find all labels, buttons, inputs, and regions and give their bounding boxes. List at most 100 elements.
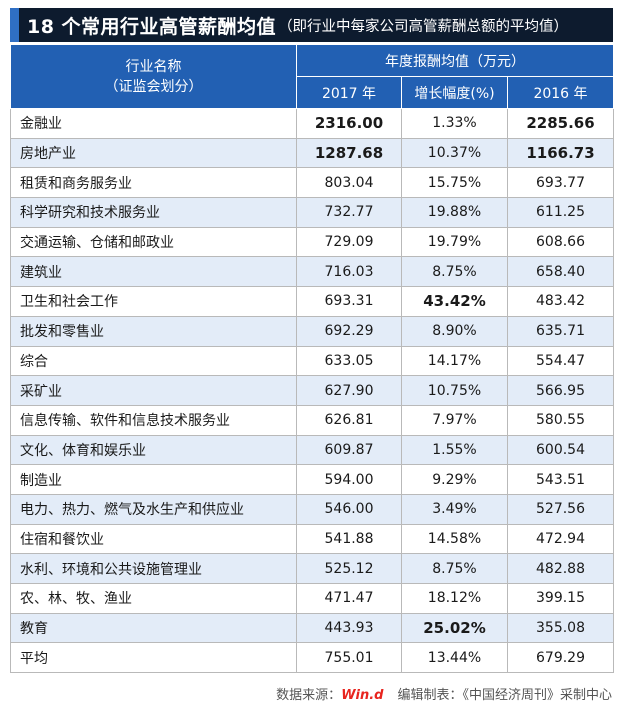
value-2016-cell: 483.42 [507, 286, 614, 317]
value-2017-cell: 633.05 [296, 345, 402, 377]
industry-name-cell: 建筑业 [10, 256, 297, 288]
table-row: 房地产业 1287.68 10.37% 1166.73 [10, 137, 614, 169]
wind-brand-logo: Win.d [341, 688, 384, 703]
col-growth-header: 增长幅度(%) [401, 76, 508, 109]
growth-cell: 1.33% [401, 108, 508, 139]
growth-cell: 15.75% [401, 167, 508, 199]
value-2017-cell: 546.00 [296, 493, 402, 525]
col-2016-header: 2016 年 [507, 76, 614, 109]
growth-cell: 7.97% [401, 404, 508, 436]
table-row: 批发和零售业 692.29 8.90% 635.71 [10, 315, 614, 347]
value-2017-cell: 525.12 [296, 553, 402, 584]
industry-name-header: 行业名称 （证监会划分） [10, 44, 297, 109]
salary-table: 行业名称 （证监会划分） 年度报酬均值（万元） 2017 年 增长幅度(%) 2… [10, 44, 614, 674]
value-2017-cell: 594.00 [296, 464, 402, 495]
industry-name-cell: 交通运输、仓储和邮政业 [10, 226, 297, 258]
table-row: 住宿和餐饮业 541.88 14.58% 472.94 [10, 523, 614, 555]
table-row: 金融业 2316.00 1.33% 2285.66 [10, 108, 614, 139]
growth-cell: 19.88% [401, 197, 508, 228]
value-2017-cell: 627.90 [296, 375, 402, 406]
value-2016-cell: 611.25 [507, 197, 614, 228]
value-2017-cell: 729.09 [296, 226, 402, 258]
table-row: 科学研究和技术服务业 732.77 19.88% 611.25 [10, 197, 614, 228]
value-2017-cell: 716.03 [296, 256, 402, 288]
table-row: 卫生和社会工作 693.31 43.42% 483.42 [10, 286, 614, 317]
growth-cell: 14.58% [401, 523, 508, 555]
title-accent [10, 8, 19, 42]
page-subtitle: （即行业中每家公司高管薪酬总额的平均值） [278, 18, 569, 35]
value-2016-cell: 1166.73 [507, 137, 614, 169]
value-2017-cell: 732.77 [296, 197, 402, 228]
table-row: 制造业 594.00 9.29% 543.51 [10, 464, 614, 495]
value-2016-cell: 658.40 [507, 256, 614, 288]
industry-name-header-line2: （证监会划分） [104, 78, 203, 95]
value-2017-cell: 1287.68 [296, 137, 402, 169]
footer: 数据来源：Win.d 编辑制表：《中国经济周刊》采制中心 [0, 684, 612, 703]
value-2017-cell: 471.47 [296, 583, 402, 614]
industry-name-cell: 采矿业 [10, 375, 297, 406]
growth-cell: 18.12% [401, 583, 508, 614]
industry-name-cell: 房地产业 [10, 137, 297, 169]
value-2017-cell: 626.81 [296, 404, 402, 436]
value-2017-cell: 803.04 [296, 167, 402, 199]
value-2016-cell: 566.95 [507, 375, 614, 406]
value-2016-cell: 2285.66 [507, 108, 614, 139]
value-2017-cell: 693.31 [296, 286, 402, 317]
value-2016-cell: 693.77 [507, 167, 614, 199]
table-row: 教育 443.93 25.02% 355.08 [10, 612, 614, 644]
value-2016-cell: 635.71 [507, 315, 614, 347]
growth-cell: 10.75% [401, 375, 508, 406]
annual-pay-group-header: 年度报酬均值（万元） [296, 44, 614, 77]
growth-cell: 3.49% [401, 493, 508, 525]
growth-cell: 19.79% [401, 226, 508, 258]
industry-name-cell: 科学研究和技术服务业 [10, 197, 297, 228]
table-row: 采矿业 627.90 10.75% 566.95 [10, 375, 614, 406]
table-row: 租赁和商务服务业 803.04 15.75% 693.77 [10, 167, 614, 199]
table-body: 金融业 2316.00 1.33% 2285.66 房地产业 1287.68 10.37% 1… [10, 108, 614, 674]
table-row: 平均 755.01 13.44% 679.29 [10, 642, 614, 674]
industry-name-cell: 水利、环境和公共设施管理业 [10, 553, 297, 584]
table-row: 电力、热力、燃气及水生产和供应业 546.00 3.49% 527.56 [10, 493, 614, 525]
value-2016-cell: 355.08 [507, 612, 614, 644]
industry-name-cell: 文化、体育和娱乐业 [10, 434, 297, 466]
value-2016-cell: 580.55 [507, 404, 614, 436]
industry-name-cell: 综合 [10, 345, 297, 377]
value-2016-cell: 399.15 [507, 583, 614, 614]
col-2017-header: 2017 年 [296, 76, 402, 109]
industry-name-cell: 批发和零售业 [10, 315, 297, 347]
growth-cell: 8.75% [401, 553, 508, 584]
table-row: 水利、环境和公共设施管理业 525.12 8.75% 482.88 [10, 553, 614, 584]
growth-cell: 14.17% [401, 345, 508, 377]
table-row: 农、林、牧、渔业 471.47 18.12% 399.15 [10, 583, 614, 614]
growth-cell: 13.44% [401, 642, 508, 674]
growth-cell: 25.02% [401, 612, 508, 644]
table-row: 建筑业 716.03 8.75% 658.40 [10, 256, 614, 288]
table-row: 交通运输、仓储和邮政业 729.09 19.79% 608.66 [10, 226, 614, 258]
value-2016-cell: 472.94 [507, 523, 614, 555]
industry-name-cell: 金融业 [10, 108, 297, 139]
value-2016-cell: 543.51 [507, 464, 614, 495]
value-2017-cell: 443.93 [296, 612, 402, 644]
industry-name-cell: 电力、热力、燃气及水生产和供应业 [10, 493, 297, 525]
title-bar: 18 个常用行业高管薪酬均值 （即行业中每家公司高管薪酬总额的平均值） [10, 8, 613, 42]
source-label: 数据来源： [276, 688, 342, 703]
industry-name-cell: 信息传输、软件和信息技术服务业 [10, 404, 297, 436]
growth-cell: 1.55% [401, 434, 508, 466]
industry-name-cell: 教育 [10, 612, 297, 644]
growth-cell: 9.29% [401, 464, 508, 495]
value-2017-cell: 2316.00 [296, 108, 402, 139]
industry-name-cell: 平均 [10, 642, 297, 674]
value-2016-cell: 527.56 [507, 493, 614, 525]
value-2016-cell: 600.54 [507, 434, 614, 466]
value-2017-cell: 609.87 [296, 434, 402, 466]
table-row: 文化、体育和娱乐业 609.87 1.55% 600.54 [10, 434, 614, 466]
industry-name-cell: 制造业 [10, 464, 297, 495]
value-2017-cell: 692.29 [296, 315, 402, 347]
growth-cell: 10.37% [401, 137, 508, 169]
page-title: 18 个常用行业高管薪酬均值 [27, 15, 277, 38]
editor-credit: 编辑制表：《中国经济周刊》采制中心 [397, 688, 612, 703]
value-2016-cell: 679.29 [507, 642, 614, 674]
industry-name-cell: 农、林、牧、渔业 [10, 583, 297, 614]
industry-name-cell: 卫生和社会工作 [10, 286, 297, 317]
value-2016-cell: 608.66 [507, 226, 614, 258]
